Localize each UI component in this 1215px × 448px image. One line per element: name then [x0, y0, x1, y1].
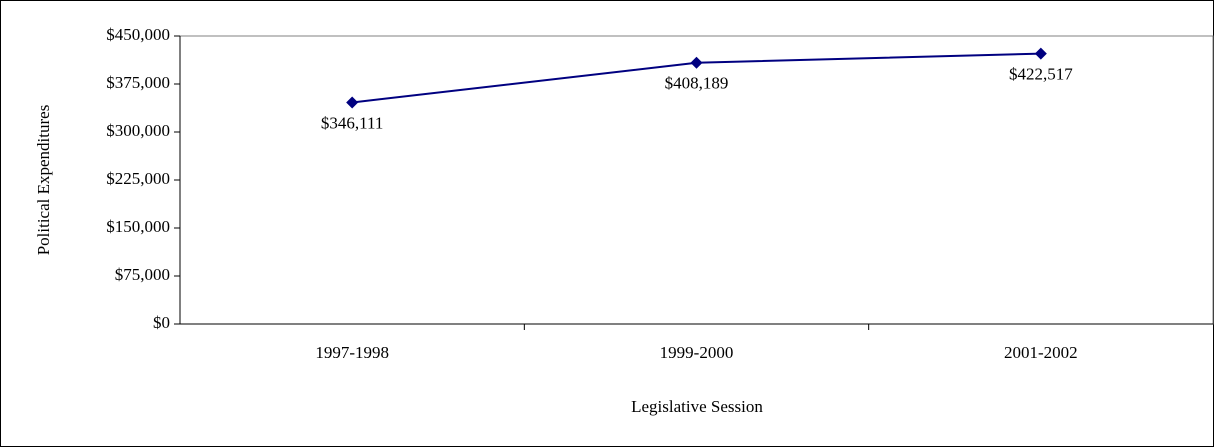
y-axis-title: Political Expenditures: [34, 105, 53, 256]
data-label: $346,111: [321, 113, 384, 132]
data-label: $408,189: [665, 74, 729, 93]
x-tick-label: 1999-2000: [660, 343, 734, 362]
y-tick-label: $150,000: [106, 217, 170, 236]
y-tick-label: $450,000: [106, 25, 170, 44]
data-point: [690, 56, 703, 69]
y-tick-label: $300,000: [106, 121, 170, 140]
data-point: [346, 96, 359, 109]
x-tick-label: 2001-2002: [1004, 343, 1078, 362]
y-tick-label: $75,000: [115, 265, 170, 284]
y-tick-label: $375,000: [106, 73, 170, 92]
y-tick-label: $0: [153, 313, 170, 332]
x-tick-label: 1997-1998: [315, 343, 389, 362]
y-tick-label: $225,000: [106, 169, 170, 188]
data-point: [1034, 47, 1047, 60]
data-label: $422,517: [1009, 64, 1073, 83]
x-axis-title: Legislative Session: [631, 397, 763, 416]
